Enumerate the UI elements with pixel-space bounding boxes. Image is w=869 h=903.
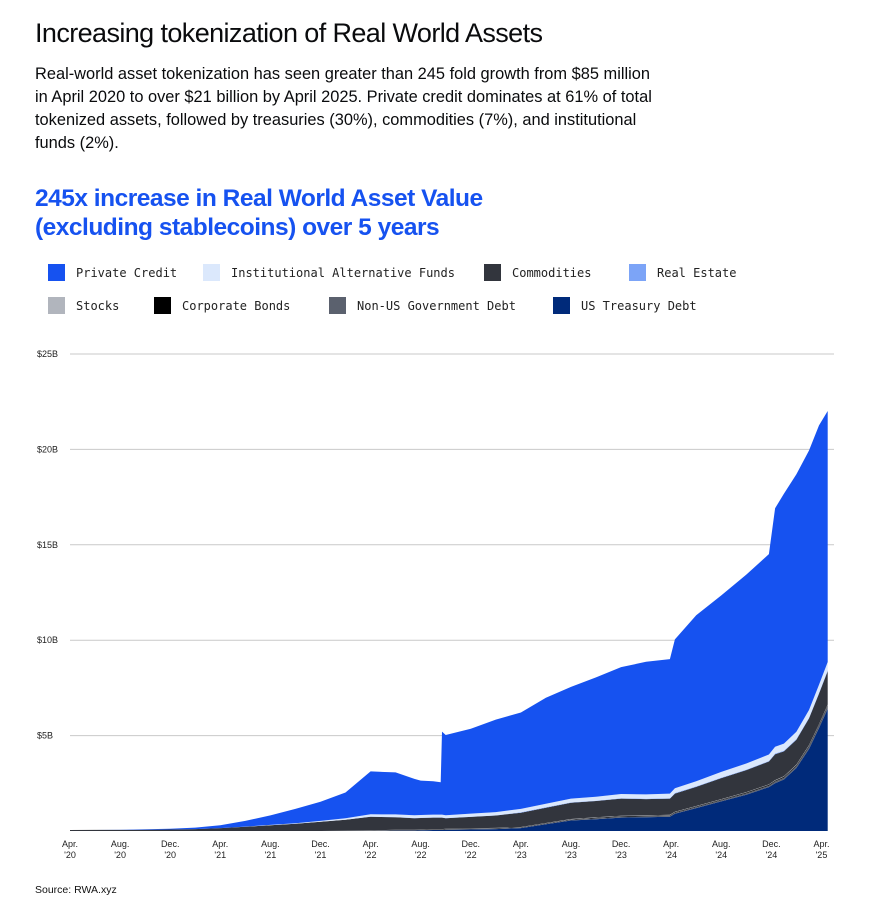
legend-item-institutional-funds: Institutional Alternative Funds	[203, 264, 455, 281]
x-tick-label: Aug. '23	[562, 839, 581, 860]
y-axis-ticks: $5B $10B $15B $20B $25B	[37, 349, 58, 741]
legend-label: Real Estate	[657, 265, 737, 280]
x-tick-label: Dec. '24	[762, 839, 781, 860]
legend-swatch	[553, 297, 570, 314]
source-note: Source: RWA.xyz	[35, 884, 117, 896]
chart-legend: Private Credit Institutional Alternative …	[48, 264, 848, 324]
x-tick-label: Aug. '24	[712, 839, 731, 860]
x-tick-label: Apr. '21	[212, 839, 228, 860]
legend-label: US Treasury Debt	[581, 298, 697, 313]
y-tick-label: $20B	[37, 444, 58, 454]
x-tick-label: Aug. '20	[111, 839, 130, 860]
x-tick-label: Aug. '22	[411, 839, 430, 860]
y-tick-label: $10B	[37, 635, 58, 645]
x-tick-label: Apr. '25	[813, 839, 829, 860]
legend-item-private-credit: Private Credit	[48, 264, 177, 281]
x-tick-label: Dec. '22	[462, 839, 481, 860]
legend-swatch	[484, 264, 501, 281]
x-tick-label: Dec. '21	[311, 839, 330, 860]
x-tick-label: Dec. '23	[612, 839, 631, 860]
page-title: Increasing tokenization of Real World As…	[35, 18, 543, 48]
x-tick-label: Aug. '21	[261, 839, 280, 860]
x-tick-label: Apr. '20	[62, 839, 78, 860]
legend-label: Institutional Alternative Funds	[231, 265, 455, 280]
y-tick-label: $5B	[37, 731, 53, 741]
legend-item-real-estate: Real Estate	[629, 264, 736, 281]
legend-item-us-treasury: US Treasury Debt	[553, 297, 697, 314]
y-tick-label: $25B	[37, 349, 58, 359]
legend-label: Private Credit	[76, 265, 178, 280]
legend-item-stocks: Stocks	[48, 297, 119, 314]
legend-label: Corporate Bonds	[182, 298, 291, 313]
area-us-treasury	[70, 708, 828, 831]
x-tick-label: Apr. '22	[363, 839, 379, 860]
x-axis-ticks: Apr. '20 Aug. '20 Dec. '20 Apr. '21 Aug. '21 Dec. '…	[62, 839, 829, 860]
legend-label: Non-US Government Debt	[357, 298, 516, 313]
legend-item-commodities: Commodities	[484, 264, 591, 281]
legend-swatch	[329, 297, 346, 314]
area-private-credit	[70, 411, 828, 830]
chart-subtitle: 245x increase in Real World Asset Value …	[35, 185, 483, 241]
x-tick-label: Dec. '20	[161, 839, 180, 860]
y-tick-label: $15B	[37, 540, 58, 550]
x-tick-label: Apr. '23	[513, 839, 529, 860]
stacked-areas	[70, 411, 828, 831]
description: Real-world asset tokenization has seen g…	[35, 65, 652, 152]
legend-swatch	[629, 264, 646, 281]
area-chart: $5B $10B $15B $20B $25B Apr. '20 Aug. '20 Dec. '2…	[37, 349, 834, 860]
legend-item-non-us-gov-debt: Non-US Government Debt	[329, 297, 516, 314]
legend-label: Commodities	[512, 265, 592, 280]
legend-swatch	[154, 297, 171, 314]
x-tick-label: Apr. '24	[663, 839, 679, 860]
legend-swatch	[48, 297, 65, 314]
legend-item-corporate-bonds: Corporate Bonds	[154, 297, 290, 314]
legend-swatch	[203, 264, 220, 281]
legend-swatch	[48, 264, 65, 281]
legend-label: Stocks	[76, 298, 120, 313]
